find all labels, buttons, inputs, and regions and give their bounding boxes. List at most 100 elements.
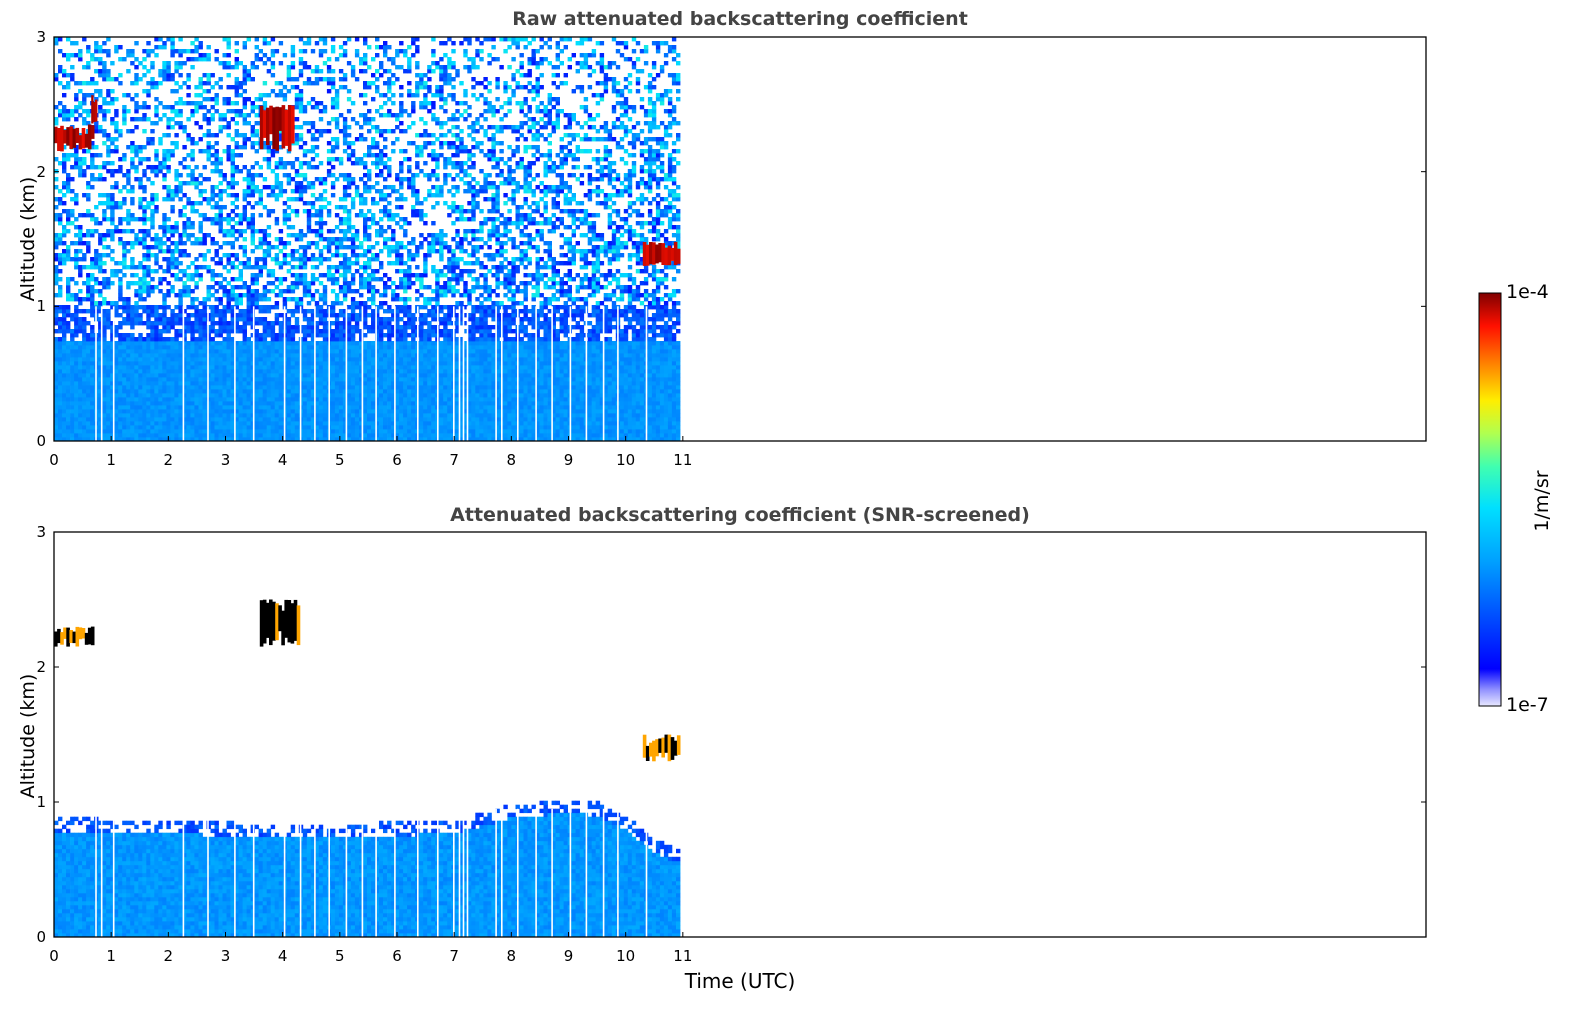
heatmap-cell	[262, 373, 268, 378]
heatmap-cell	[118, 277, 123, 282]
heatmap-cell	[174, 421, 179, 426]
heatmap-cell	[234, 349, 239, 354]
heatmap-cell	[314, 137, 320, 142]
heatmap-cell	[210, 413, 215, 418]
heatmap-cell	[146, 281, 151, 286]
heatmap-cell	[230, 365, 235, 370]
heatmap-cell	[82, 433, 87, 438]
heatmap-cell	[375, 329, 380, 334]
heatmap-cell	[350, 389, 356, 394]
heatmap-cell	[306, 221, 312, 226]
heatmap-cell	[146, 269, 151, 274]
heatmap-cell	[106, 93, 111, 98]
heatmap-cell	[102, 381, 107, 386]
heatmap-cell	[226, 97, 231, 102]
heatmap-cell	[371, 57, 376, 62]
heatmap-cell	[122, 113, 127, 118]
heatmap-cell	[134, 409, 139, 414]
heatmap-cell	[154, 121, 159, 126]
heatmap-cell	[290, 365, 296, 370]
heatmap-cell	[350, 273, 356, 278]
heatmap-cell	[294, 421, 300, 426]
heatmap-cell	[342, 269, 348, 274]
heatmap-cell	[82, 117, 87, 122]
heatmap-cell	[242, 73, 247, 78]
heatmap-cell	[371, 221, 376, 226]
heatmap-cell	[314, 397, 320, 402]
heatmap-cell	[206, 293, 211, 298]
heatmap-cell	[250, 293, 255, 298]
heatmap-cell	[130, 341, 135, 346]
heatmap-cell	[154, 253, 159, 258]
heatmap-cell	[322, 389, 328, 394]
heatmap-cell	[178, 97, 183, 102]
heatmap-cell	[170, 337, 175, 342]
heatmap-cell	[74, 329, 79, 334]
heatmap-cell	[86, 81, 91, 86]
heatmap-cell	[294, 77, 300, 82]
heatmap-cell	[367, 397, 372, 402]
heatmap-cell	[258, 93, 263, 98]
heatmap-cell	[234, 373, 239, 378]
heatmap-cell	[114, 97, 119, 102]
heatmap-cell	[318, 369, 324, 374]
heatmap-cell	[102, 393, 107, 398]
heatmap-cell	[54, 385, 59, 390]
heatmap-cell	[170, 261, 175, 266]
heatmap-cell	[202, 177, 207, 182]
heatmap-cell	[294, 425, 300, 430]
heatmap-cell	[86, 349, 91, 354]
heatmap-cell	[302, 189, 308, 194]
heatmap-cell	[342, 321, 348, 326]
heatmap-cell	[330, 393, 336, 398]
heatmap-cell	[318, 309, 324, 314]
heatmap-cell	[86, 377, 91, 382]
heatmap-cell	[342, 49, 348, 54]
heatmap-cell	[214, 289, 219, 294]
heatmap-cell	[198, 393, 203, 398]
heatmap-cell	[322, 393, 328, 398]
heatmap-cell	[222, 345, 227, 350]
heatmap-cell	[278, 393, 284, 398]
heatmap-cell	[250, 317, 255, 322]
heatmap-cell	[334, 97, 340, 102]
heatmap-cell	[278, 365, 284, 370]
heatmap-cell	[342, 237, 348, 242]
heatmap-cell	[330, 145, 336, 150]
heatmap-cell	[170, 341, 175, 346]
heatmap-cell	[198, 273, 203, 278]
heatmap-cell	[322, 429, 328, 434]
heatmap-cell	[190, 233, 195, 238]
heatmap-cell	[262, 309, 268, 314]
heatmap-cell	[363, 405, 368, 410]
heatmap-cell	[294, 437, 300, 442]
heatmap-cell	[254, 281, 259, 286]
heatmap-cell	[90, 417, 95, 422]
heatmap-cell	[146, 157, 151, 162]
heatmap-cell	[130, 189, 135, 194]
heatmap-cell	[350, 245, 356, 250]
heatmap-cell	[359, 309, 364, 314]
heatmap-cell	[146, 345, 151, 350]
heatmap-cell	[363, 361, 368, 366]
heatmap-cell	[338, 157, 344, 162]
heatmap-cell	[130, 353, 135, 358]
heatmap-cell	[114, 113, 119, 118]
heatmap-cell	[138, 61, 143, 66]
heatmap-cell	[230, 109, 235, 114]
heatmap-cell	[246, 417, 251, 422]
heatmap-cell	[66, 313, 71, 318]
heatmap-cell	[194, 437, 199, 442]
heatmap-cell	[62, 181, 67, 186]
heatmap-cell	[130, 417, 135, 422]
heatmap-cell	[190, 329, 195, 334]
heatmap-cell	[314, 361, 320, 366]
heatmap-cell	[118, 417, 123, 422]
heatmap-cell	[222, 125, 227, 130]
heatmap-cell	[230, 277, 235, 282]
heatmap-cell	[334, 253, 340, 258]
heatmap-cell	[338, 357, 344, 362]
heatmap-cell	[274, 49, 280, 54]
heatmap-cell	[258, 293, 263, 298]
heatmap-cell	[222, 173, 227, 178]
